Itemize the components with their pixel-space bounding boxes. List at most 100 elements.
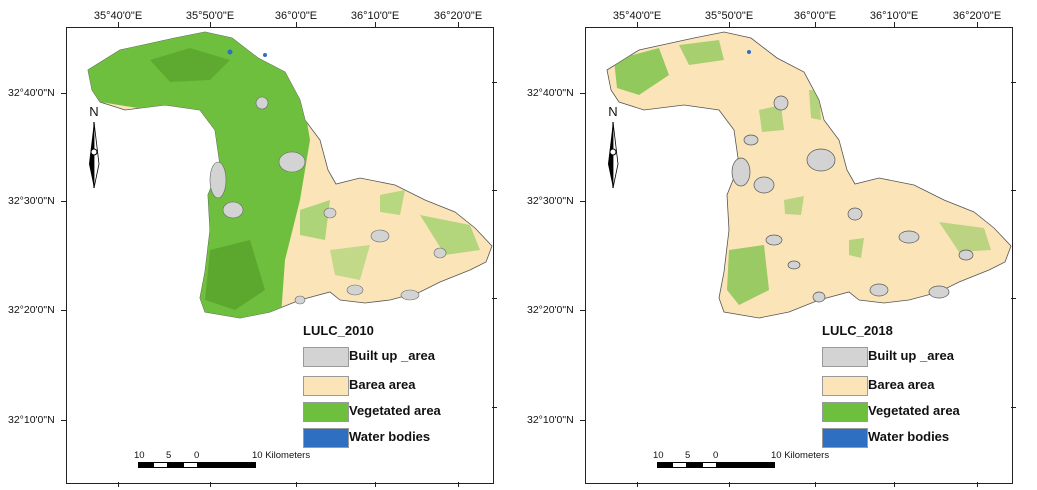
y-tick bbox=[61, 310, 66, 311]
scale-bar: 10 5 0 10 Kilometers bbox=[134, 450, 335, 472]
scale-segment bbox=[687, 462, 702, 468]
legend-label: Vegetated area bbox=[868, 403, 960, 418]
y-tick bbox=[492, 82, 497, 83]
x-tick-label: 36°10'0"E bbox=[350, 10, 400, 22]
vegetation-cover-2010 bbox=[88, 32, 480, 318]
x-tick bbox=[894, 482, 895, 487]
x-tick-label: 35°50'0"E bbox=[185, 10, 235, 22]
scale-label: 10 bbox=[134, 450, 145, 461]
legend-swatch bbox=[822, 428, 868, 448]
legend-title: LULC_2010 bbox=[303, 323, 374, 338]
scale-label: 10 Kilometers bbox=[252, 450, 311, 461]
legend-label: Built up _area bbox=[868, 348, 954, 363]
scale-segment bbox=[198, 462, 256, 468]
x-tick bbox=[815, 482, 816, 487]
legend-swatch bbox=[303, 402, 349, 422]
y-tick bbox=[1011, 407, 1016, 408]
north-arrow-icon: N bbox=[605, 104, 621, 190]
water-bodies-2010 bbox=[227, 49, 267, 57]
x-tick bbox=[458, 22, 459, 27]
y-tick bbox=[580, 420, 585, 421]
map-panel-2010: 35°40'0"E 35°50'0"E 36°0'0"E 36°10'0"E 3… bbox=[0, 0, 518, 490]
legend-label: Water bodies bbox=[349, 429, 431, 444]
scale-segment bbox=[657, 462, 672, 468]
x-tick-label: 35°50'0"E bbox=[704, 10, 754, 22]
y-tick bbox=[492, 190, 497, 191]
legend-swatch bbox=[822, 402, 868, 422]
scale-label: 10 Kilometers bbox=[771, 450, 830, 461]
y-tick bbox=[1011, 298, 1016, 299]
map-canvas bbox=[87, 31, 493, 319]
scale-segment bbox=[183, 462, 198, 468]
x-tick bbox=[118, 482, 119, 487]
y-tick-label: 32°10'0"N bbox=[8, 414, 55, 426]
scale-segment bbox=[672, 462, 687, 468]
x-tick bbox=[118, 22, 119, 27]
x-tick bbox=[729, 482, 730, 487]
x-tick bbox=[637, 482, 638, 487]
x-tick bbox=[894, 22, 895, 27]
scale-segment bbox=[153, 462, 168, 468]
y-tick bbox=[61, 93, 66, 94]
y-tick bbox=[61, 201, 66, 202]
x-tick-label: 36°0'0"E bbox=[793, 10, 837, 22]
y-tick bbox=[1011, 82, 1016, 83]
map-canvas bbox=[606, 31, 1012, 319]
scale-label: 10 bbox=[653, 450, 664, 461]
x-tick-label: 36°20'0"E bbox=[952, 10, 1002, 22]
x-tick bbox=[210, 482, 211, 487]
legend-label: Vegetated area bbox=[349, 403, 441, 418]
x-tick bbox=[458, 482, 459, 487]
x-tick-label: 36°0'0"E bbox=[274, 10, 318, 22]
x-tick bbox=[977, 22, 978, 27]
x-tick-label: 36°10'0"E bbox=[869, 10, 919, 22]
vegetation-cover-2018 bbox=[614, 40, 991, 305]
x-tick bbox=[977, 482, 978, 487]
north-arrow-icon: N bbox=[86, 104, 102, 190]
x-tick bbox=[729, 22, 730, 27]
x-tick bbox=[815, 22, 816, 27]
y-tick-label: 32°20'0"N bbox=[527, 304, 574, 316]
scale-segment bbox=[717, 462, 775, 468]
scale-segment bbox=[138, 462, 153, 468]
map-panel-2018: 35°40'0"E 35°50'0"E 36°0'0"E 36°10'0"E 3… bbox=[519, 0, 1037, 490]
legend-swatch bbox=[303, 347, 349, 367]
legend-label: Barea area bbox=[349, 377, 416, 392]
x-tick-label: 35°40'0"E bbox=[612, 10, 662, 22]
y-tick-label: 32°40'0"N bbox=[527, 87, 574, 99]
built-up-patches-2010 bbox=[209, 96, 447, 305]
legend-swatch bbox=[303, 376, 349, 396]
north-letter: N bbox=[608, 104, 618, 119]
y-tick bbox=[61, 420, 66, 421]
scale-bar: 10 5 0 10 Kilometers bbox=[653, 450, 854, 472]
y-tick bbox=[580, 201, 585, 202]
legend-label: Barea area bbox=[868, 377, 935, 392]
north-letter: N bbox=[89, 104, 99, 119]
x-tick bbox=[375, 22, 376, 27]
scale-label: 0 bbox=[194, 450, 200, 461]
legend-label: Water bodies bbox=[868, 429, 950, 444]
y-tick bbox=[492, 298, 497, 299]
x-tick-label: 36°20'0"E bbox=[433, 10, 483, 22]
water-bodies-2018 bbox=[747, 50, 751, 54]
scale-label: 5 bbox=[166, 450, 172, 461]
legend-swatch bbox=[822, 347, 868, 367]
scale-segment bbox=[168, 462, 183, 468]
y-tick-label: 32°10'0"N bbox=[527, 414, 574, 426]
legend-swatch bbox=[822, 376, 868, 396]
x-tick bbox=[296, 482, 297, 487]
scale-label: 0 bbox=[713, 450, 719, 461]
y-tick-label: 32°30'0"N bbox=[527, 195, 574, 207]
y-tick-label: 32°30'0"N bbox=[8, 195, 55, 207]
x-tick-label: 35°40'0"E bbox=[93, 10, 143, 22]
built-up-patches-2018 bbox=[731, 95, 974, 303]
y-tick bbox=[492, 407, 497, 408]
y-tick bbox=[580, 93, 585, 94]
scale-label: 5 bbox=[685, 450, 691, 461]
x-tick bbox=[210, 22, 211, 27]
y-tick-label: 32°40'0"N bbox=[8, 87, 55, 99]
y-tick bbox=[580, 310, 585, 311]
legend-label: Built up _area bbox=[349, 348, 435, 363]
x-tick bbox=[375, 482, 376, 487]
x-tick bbox=[637, 22, 638, 27]
